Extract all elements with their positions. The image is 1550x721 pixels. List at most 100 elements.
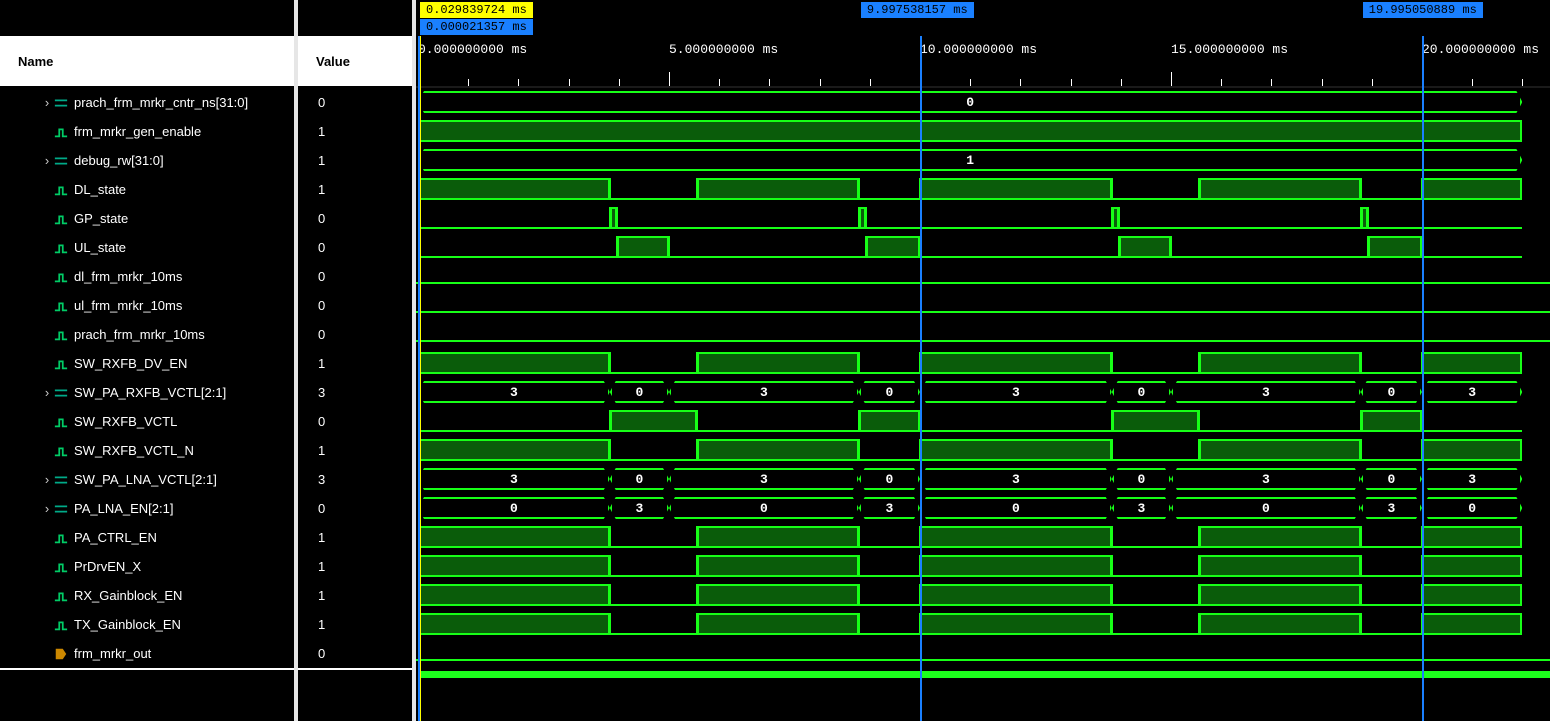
waveform-row[interactable]: 0 (416, 88, 1550, 117)
yellow-marker-label[interactable]: 0.029839724 ms (419, 1, 534, 19)
signal-value-label: 0 (318, 211, 325, 226)
signal-name-label: SW_RXFB_DV_EN (74, 356, 187, 371)
signal-row[interactable]: SW_RXFB_VCTL (0, 407, 294, 436)
signal-row[interactable]: ›PA_LNA_EN[2:1] (0, 494, 294, 523)
signal-row[interactable]: dl_frm_mrkr_10ms (0, 262, 294, 291)
time-ruler[interactable]: 0.000000000 ms5.000000000 ms10.000000000… (416, 36, 1550, 88)
signal-value-cell[interactable]: 0 (298, 639, 412, 668)
value-column-header[interactable]: Value (298, 36, 412, 88)
waveform-row[interactable] (416, 233, 1550, 262)
signal-value-cell[interactable]: 0 (298, 88, 412, 117)
bit-signal-icon (54, 299, 68, 313)
waveform-row[interactable] (416, 523, 1550, 552)
signal-value-cell[interactable]: 1 (298, 349, 412, 378)
waveform-row[interactable]: 303030303 (416, 465, 1550, 494)
waveform-row[interactable] (416, 349, 1550, 378)
ruler-major-label: 0.000000000 ms (418, 42, 527, 57)
signal-row[interactable]: ›debug_rw[31:0] (0, 146, 294, 175)
signal-row[interactable]: › SW_PA_RXFB_VCTL[2:1] (0, 378, 294, 407)
bit-signal-icon (54, 328, 68, 342)
signal-value-label: 0 (318, 298, 325, 313)
bus-segment: 3 (418, 468, 610, 490)
blue-marker-label[interactable]: 19.995050889 ms (1362, 1, 1484, 19)
signal-value-cell[interactable]: 3 (298, 378, 412, 407)
waveform-row[interactable] (416, 291, 1550, 320)
name-column-header[interactable]: Name (0, 36, 294, 88)
signal-value-cell[interactable]: 1 (298, 175, 412, 204)
blue-marker-label[interactable]: 0.000021357 ms (419, 18, 534, 36)
waveform-rows[interactable]: 01303030303303030303030303030 (416, 88, 1550, 682)
waveform-row[interactable]: 1 (416, 146, 1550, 175)
signal-row[interactable]: frm_mrkr_gen_enable (0, 117, 294, 146)
signal-row[interactable]: GP_state (0, 204, 294, 233)
bus-signal-icon (54, 502, 68, 516)
signal-value-cell[interactable]: 3 (298, 465, 412, 494)
signal-row[interactable]: SW_RXFB_DV_EN (0, 349, 294, 378)
signal-row[interactable]: ›prach_frm_mrkr_cntr_ns[31:0] (0, 88, 294, 117)
waveform-row[interactable] (416, 320, 1550, 349)
signal-value-cell[interactable]: 0 (298, 291, 412, 320)
value-rows: 01110000013013011110 (298, 88, 412, 721)
name-rows: ›prach_frm_mrkr_cntr_ns[31:0]frm_mrkr_ge… (0, 88, 294, 721)
waveform-row[interactable] (416, 552, 1550, 581)
waveform-row[interactable] (416, 407, 1550, 436)
signal-name-label: SW_PA_RXFB_VCTL[2:1] (74, 385, 226, 400)
waveform-row[interactable] (416, 610, 1550, 639)
waveform-row[interactable] (416, 436, 1550, 465)
expand-icon[interactable]: › (40, 153, 54, 168)
signal-value-cell[interactable]: 0 (298, 204, 412, 233)
signal-value-cell[interactable]: 1 (298, 581, 412, 610)
signal-name-label: SW_PA_LNA_VCTL[2:1] (74, 472, 217, 487)
signal-value-cell[interactable]: 1 (298, 146, 412, 175)
signal-row[interactable]: RX_Gainblock_EN (0, 581, 294, 610)
signal-value-cell[interactable]: 1 (298, 436, 412, 465)
waveform-row[interactable]: 030303030 (416, 494, 1550, 523)
waveform-row[interactable] (416, 175, 1550, 204)
signal-value-cell[interactable]: 0 (298, 233, 412, 262)
signal-value-label: 1 (318, 153, 325, 168)
signal-name-label: UL_state (74, 240, 126, 255)
waveform-pane[interactable]: 0.029839724 ms0.000021357 ms 9.997538157 … (416, 0, 1550, 721)
signal-value-cell[interactable]: 1 (298, 552, 412, 581)
signal-value-cell[interactable]: 0 (298, 262, 412, 291)
signal-name-label: SW_RXFB_VCTL (74, 414, 177, 429)
expand-icon[interactable]: › (40, 385, 54, 400)
signal-row[interactable]: UL_state (0, 233, 294, 262)
expand-icon[interactable]: › (40, 501, 54, 516)
signal-row[interactable]: frm_mrkr_out (0, 639, 294, 668)
signal-value-cell[interactable]: 0 (298, 494, 412, 523)
signal-value-cell[interactable]: 1 (298, 610, 412, 639)
signal-row[interactable]: DL_state (0, 175, 294, 204)
signal-row[interactable]: PrDrvEN_X (0, 552, 294, 581)
expand-icon[interactable]: › (40, 472, 54, 487)
ruler-major-label: 15.000000000 ms (1171, 42, 1288, 57)
signal-value-cell[interactable]: 1 (298, 523, 412, 552)
signal-row[interactable]: PA_CTRL_EN (0, 523, 294, 552)
bus-segment: 0 (920, 497, 1112, 519)
expand-icon[interactable]: › (40, 95, 54, 110)
waveform-row[interactable]: 303030303 (416, 378, 1550, 407)
signal-name-label: PrDrvEN_X (74, 559, 141, 574)
signal-value-cell[interactable]: 1 (298, 117, 412, 146)
marker-strip[interactable]: 0.029839724 ms0.000021357 ms 9.997538157 … (416, 0, 1550, 36)
scrollbar-track[interactable] (418, 671, 1550, 678)
signal-row[interactable]: › SW_PA_LNA_VCTL[2:1] (0, 465, 294, 494)
blue-marker-label[interactable]: 9.997538157 ms (860, 1, 975, 19)
bit-signal-icon (54, 589, 68, 603)
waveform-row[interactable] (416, 262, 1550, 291)
bus-segment: 0 (1361, 468, 1422, 490)
waveform-row[interactable] (416, 668, 1550, 682)
waveform-row[interactable] (416, 117, 1550, 146)
signal-value-label: 1 (318, 530, 325, 545)
signal-row[interactable]: TX_Gainblock_EN (0, 610, 294, 639)
waveform-row[interactable] (416, 639, 1550, 668)
signal-value-cell[interactable]: 0 (298, 407, 412, 436)
waveform-row[interactable] (416, 581, 1550, 610)
signal-row[interactable]: prach_frm_mrkr_10ms (0, 320, 294, 349)
bus-segment: 0 (418, 497, 610, 519)
signal-value-cell[interactable]: 0 (298, 320, 412, 349)
signal-row[interactable]: SW_RXFB_VCTL_N (0, 436, 294, 465)
signal-row[interactable]: ul_frm_mrkr_10ms (0, 291, 294, 320)
waveform-row[interactable] (416, 204, 1550, 233)
ruler-major-label: 10.000000000 ms (920, 42, 1037, 57)
